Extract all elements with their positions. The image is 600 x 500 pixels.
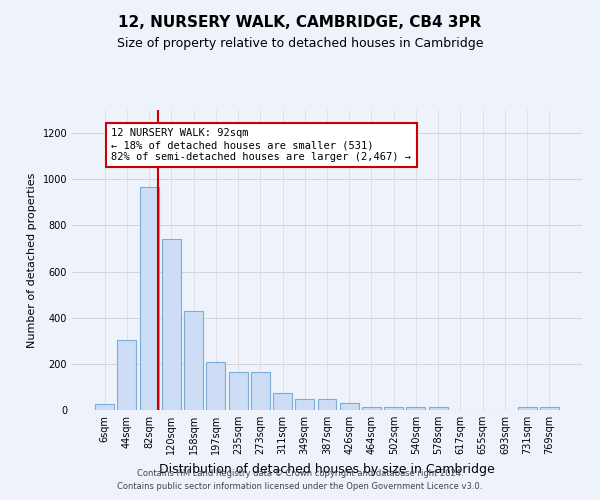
Bar [140,188,158,410]
Bar [384,406,403,410]
Bar [118,340,136,410]
Bar [206,362,225,410]
X-axis label: Distribution of detached houses by size in Cambridge: Distribution of detached houses by size … [159,462,495,475]
Text: 12, NURSERY WALK, CAMBRIDGE, CB4 3PR: 12, NURSERY WALK, CAMBRIDGE, CB4 3PR [118,15,482,30]
Text: Contains public sector information licensed under the Open Government Licence v3: Contains public sector information licen… [118,482,482,491]
Y-axis label: Number of detached properties: Number of detached properties [27,172,37,348]
Bar [340,403,359,410]
Text: Size of property relative to detached houses in Cambridge: Size of property relative to detached ho… [117,38,483,51]
Bar [184,311,203,410]
Bar [95,404,114,410]
Bar [518,406,536,410]
Bar [295,399,314,410]
Bar [162,239,181,410]
Bar [540,406,559,410]
Bar [429,406,448,410]
Bar [251,372,270,410]
Bar [229,372,248,410]
Bar [317,399,337,410]
Bar [406,406,425,410]
Bar [362,406,381,410]
Text: Contains HM Land Registry data © Crown copyright and database right 2024.: Contains HM Land Registry data © Crown c… [137,468,463,477]
Bar [273,392,292,410]
Text: 12 NURSERY WALK: 92sqm
← 18% of detached houses are smaller (531)
82% of semi-de: 12 NURSERY WALK: 92sqm ← 18% of detached… [112,128,412,162]
